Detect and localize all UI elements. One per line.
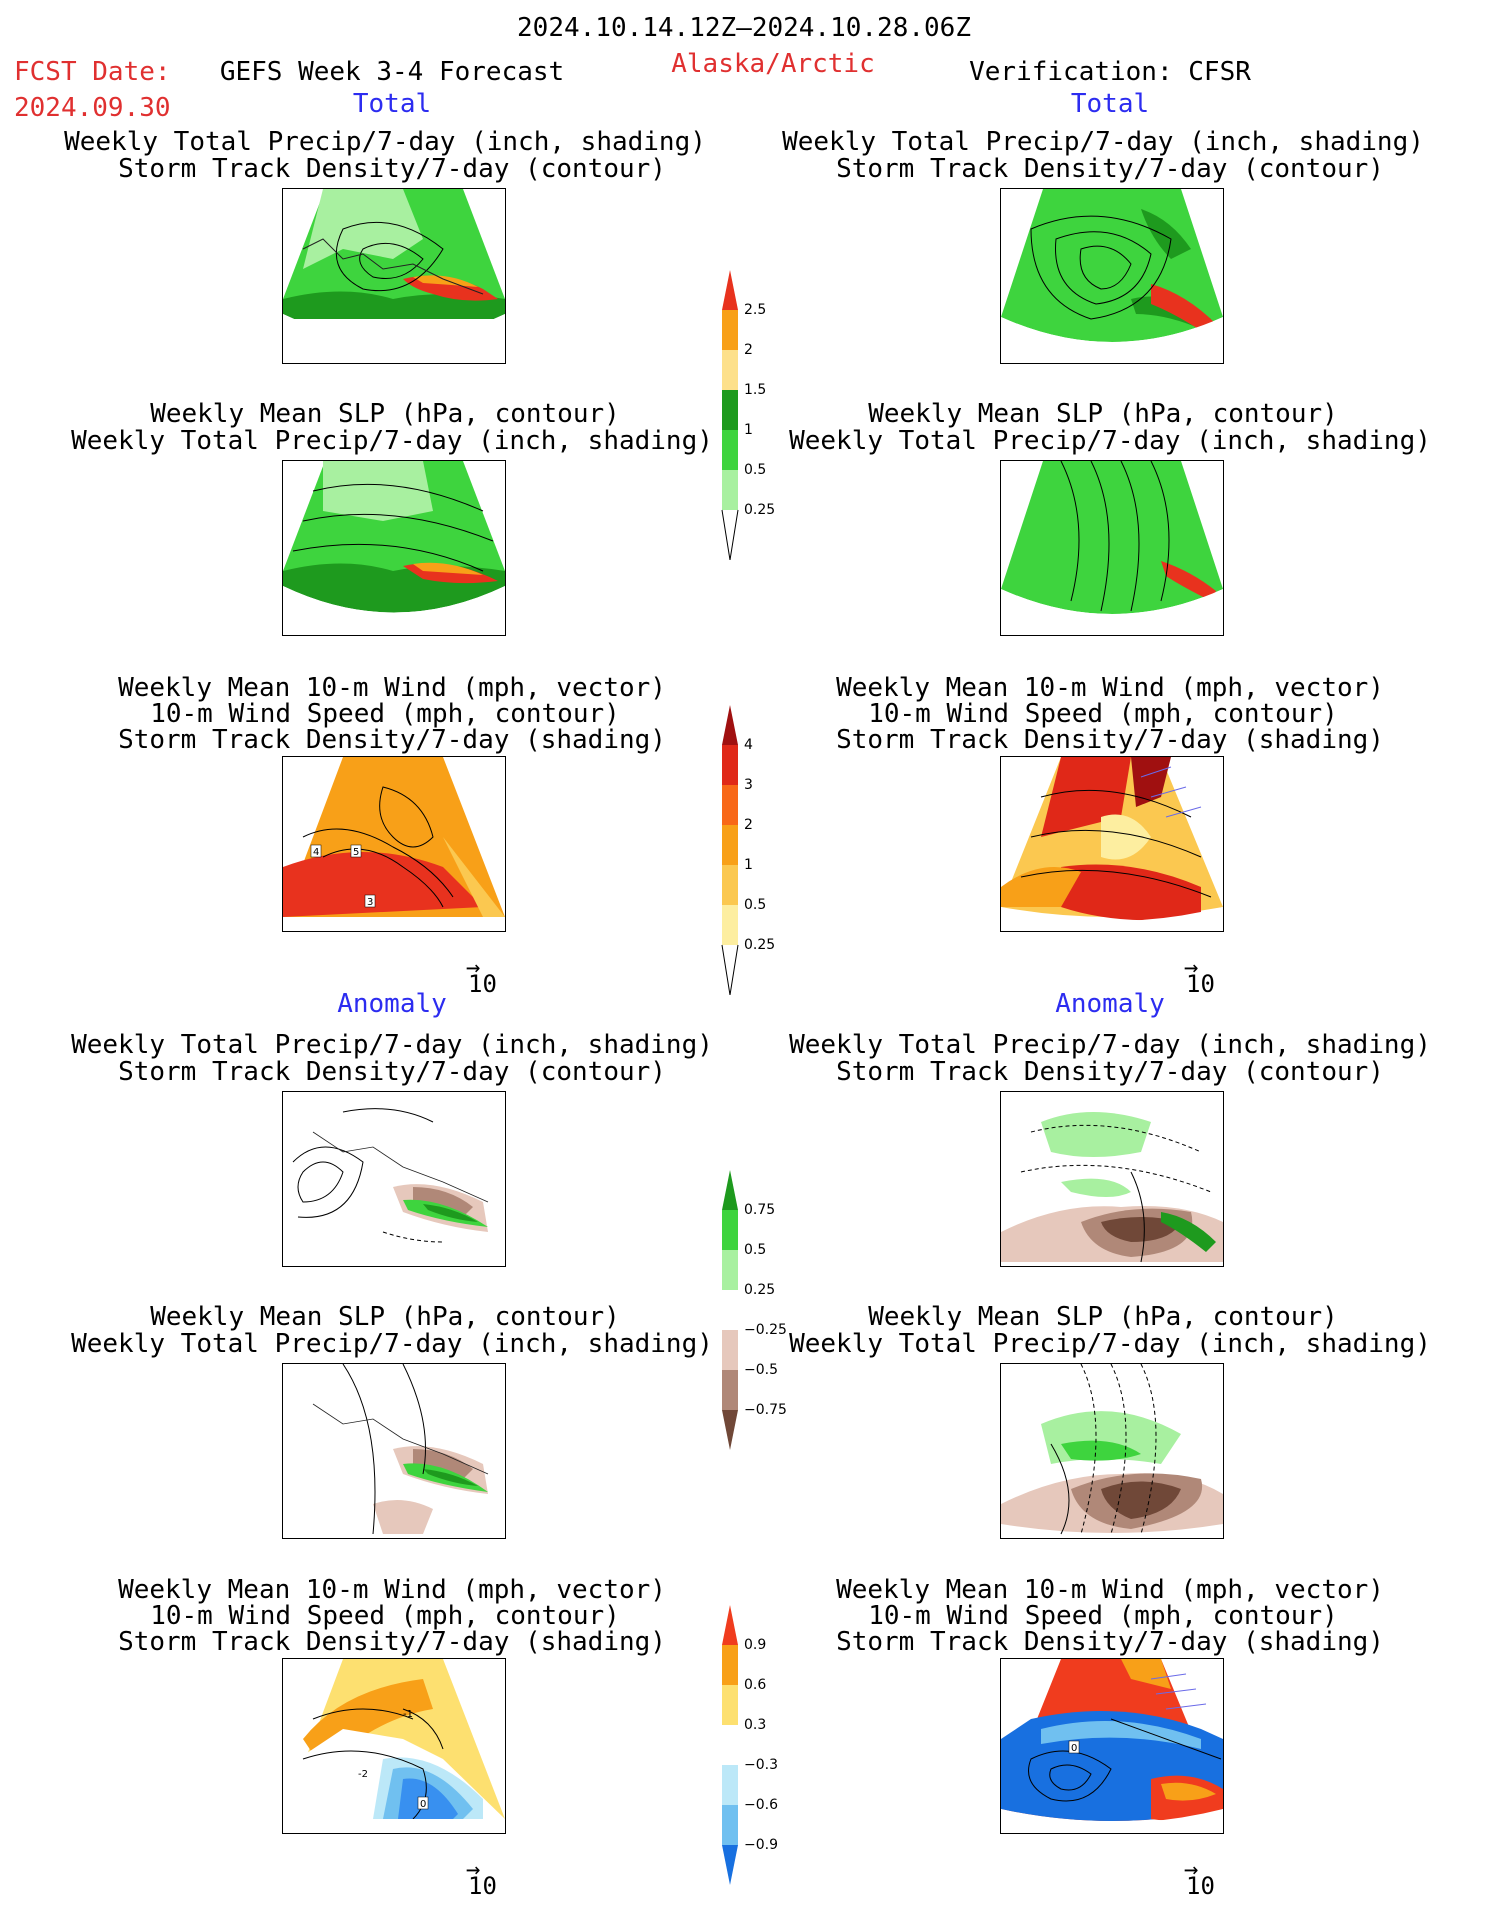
cbar-precip-label-2: 2: [744, 342, 753, 358]
title-fcst-anom-precip-storm-2: Storm Track Density/7-day (contour): [118, 1057, 666, 1087]
map-ver-anom-precip-storm: [1000, 1091, 1224, 1267]
cbar-sanom-label-5: −0.6: [744, 1797, 778, 1813]
title-ver-anom-precip-storm-2: Storm Track Density/7-day (contour): [836, 1057, 1384, 1087]
title-fcst-anom-slp-1: Weekly Mean SLP (hPa, contour): [150, 1302, 620, 1332]
vector-scale-arrow-1: →: [466, 953, 481, 981]
title-ver-anom-wind-3: Storm Track Density/7-day (shading): [836, 1627, 1384, 1657]
cbar-precip-label-6: 0.25: [744, 502, 776, 518]
title-fcst-anom-wind-2: 10-m Wind Speed (mph, contour): [150, 1601, 620, 1631]
map-fcst-total-precip-storm: [282, 188, 506, 364]
title-ver-wind-2: 10-m Wind Speed (mph, contour): [868, 699, 1338, 729]
title-ver-anom-precip-storm-1: Weekly Total Precip/7-day (inch, shading…: [789, 1030, 1431, 1060]
map-fcst-anom-precip-storm: [282, 1091, 506, 1267]
contour-label-neg1: -1: [403, 1709, 413, 1720]
colorbar-storm-anomaly: 0.9 0.6 0.3 −0.3 −0.6 −0.9: [720, 1605, 790, 1895]
title-fcst-wind-1: Weekly Mean 10-m Wind (mph, vector): [118, 673, 666, 703]
title-ver-slp-precip-2: Weekly Total Precip/7-day (inch, shading…: [789, 426, 1431, 456]
date-range-title: 2024.10.14.12Z–2024.10.28.06Z: [517, 13, 971, 43]
map-fcst-total-wind-storm: 4 5 3: [282, 756, 506, 932]
title-fcst-anom-wind-3: Storm Track Density/7-day (shading): [118, 1627, 666, 1657]
cbar-sanom-label-1: 0.9: [744, 1637, 767, 1653]
cbar-sanom-label-4: −0.3: [744, 1757, 778, 1773]
title-ver-anom-wind-1: Weekly Mean 10-m Wind (mph, vector): [836, 1575, 1384, 1605]
title-fcst-precip-storm-2: Storm Track Density/7-day (contour): [118, 154, 666, 184]
title-fcst-precip-storm-1: Weekly Total Precip/7-day (inch, shading…: [64, 127, 706, 157]
map-ver-anom-slp-precip: [1000, 1363, 1224, 1539]
vector-scale-label-4: 10: [1186, 1872, 1215, 1900]
title-ver-precip-storm-2: Storm Track Density/7-day (contour): [836, 154, 1384, 184]
cbar-panom-label-1: 0.75: [744, 1202, 776, 1218]
title-fcst-slp-precip-1: Weekly Mean SLP (hPa, contour): [150, 399, 620, 429]
map-fcst-total-slp-precip: [282, 460, 506, 636]
cbar-precip-label-5: 0.5: [744, 462, 767, 478]
title-ver-wind-3: Storm Track Density/7-day (shading): [836, 725, 1384, 755]
cbar-panom-label-5: −0.5: [744, 1362, 778, 1378]
map-ver-total-precip-storm: [1000, 188, 1224, 364]
vector-scale-arrow-4: →: [1184, 1855, 1199, 1883]
map-ver-total-slp-precip: [1000, 460, 1224, 636]
contour-label-neg2: -2: [358, 1769, 368, 1780]
cbar-storm-label-3: 2: [744, 817, 753, 833]
section-anomaly-left: Anomaly: [337, 989, 447, 1019]
vector-scale-arrow-3: →: [466, 1855, 481, 1883]
cbar-precip-label-4: 1: [744, 422, 753, 438]
region-title: Alaska/Arctic: [671, 49, 875, 79]
map-fcst-anom-wind-storm: -1 -2 0: [282, 1658, 506, 1834]
colorbar-precip-total: 2.5 2 1.5 1 0.5 0.25: [720, 270, 780, 560]
vector-scale-label-2: 10: [1186, 970, 1215, 998]
fcst-date-value: 2024.09.30: [14, 93, 171, 123]
title-ver-precip-storm-1: Weekly Total Precip/7-day (inch, shading…: [782, 127, 1424, 157]
contour-label-0: 0: [420, 1799, 426, 1810]
cbar-precip-label-3: 1.5: [744, 382, 767, 398]
cbar-storm-label-5: 0.5: [744, 897, 767, 913]
section-total-right: Total: [1070, 89, 1150, 119]
contour-label-4: 4: [313, 847, 319, 858]
contour-label-3: 3: [367, 897, 373, 908]
title-fcst-slp-precip-2: Weekly Total Precip/7-day (inch, shading…: [71, 426, 713, 456]
section-total-left: Total: [352, 89, 432, 119]
title-fcst-anom-precip-storm-1: Weekly Total Precip/7-day (inch, shading…: [71, 1030, 713, 1060]
title-ver-anom-slp-2: Weekly Total Precip/7-day (inch, shading…: [789, 1329, 1431, 1359]
section-anomaly-right: Anomaly: [1055, 989, 1165, 1019]
title-ver-wind-1: Weekly Mean 10-m Wind (mph, vector): [836, 673, 1384, 703]
map-fcst-anom-slp-precip: [282, 1363, 506, 1539]
vector-scale-label-1: 10: [468, 970, 497, 998]
cbar-storm-label-1: 4: [744, 737, 753, 753]
vector-scale-label-3: 10: [468, 1872, 497, 1900]
title-ver-slp-precip-1: Weekly Mean SLP (hPa, contour): [868, 399, 1338, 429]
title-fcst-anom-slp-2: Weekly Total Precip/7-day (inch, shading…: [71, 1329, 713, 1359]
contour-label-5: 5: [353, 847, 359, 858]
colorbar-storm-total: 4 3 2 1 0.5 0.25: [720, 705, 780, 995]
cbar-precip-label-1: 2.5: [744, 302, 767, 318]
cbar-storm-label-2: 3: [744, 777, 753, 793]
verification-title: Verification: CFSR: [969, 57, 1251, 87]
cbar-panom-label-6: −0.75: [744, 1402, 787, 1418]
title-fcst-anom-wind-1: Weekly Mean 10-m Wind (mph, vector): [118, 1575, 666, 1605]
fcst-date-label: FCST Date:: [14, 57, 171, 87]
cbar-sanom-label-2: 0.6: [744, 1677, 767, 1693]
title-ver-anom-wind-2: 10-m Wind Speed (mph, contour): [868, 1601, 1338, 1631]
colorbar-precip-anomaly: 0.75 0.5 0.25 −0.25 −0.5 −0.75: [720, 1170, 790, 1460]
cbar-panom-label-4: −0.25: [744, 1322, 787, 1338]
vector-scale-arrow-2: →: [1184, 953, 1199, 981]
map-ver-anom-wind-storm: 0: [1000, 1658, 1224, 1834]
title-ver-anom-slp-1: Weekly Mean SLP (hPa, contour): [868, 1302, 1338, 1332]
product-title: GEFS Week 3-4 Forecast: [219, 57, 565, 87]
cbar-storm-label-6: 0.25: [744, 937, 776, 953]
contour-label-0-ver: 0: [1071, 1743, 1077, 1754]
cbar-panom-label-3: 0.25: [744, 1282, 776, 1298]
cbar-sanom-label-6: −0.9: [744, 1837, 778, 1853]
map-ver-total-wind-storm: [1000, 756, 1224, 932]
cbar-panom-label-2: 0.5: [744, 1242, 767, 1258]
title-fcst-wind-3: Storm Track Density/7-day (shading): [118, 725, 666, 755]
cbar-storm-label-4: 1: [744, 857, 753, 873]
cbar-sanom-label-3: 0.3: [744, 1717, 767, 1733]
title-fcst-wind-2: 10-m Wind Speed (mph, contour): [150, 699, 620, 729]
